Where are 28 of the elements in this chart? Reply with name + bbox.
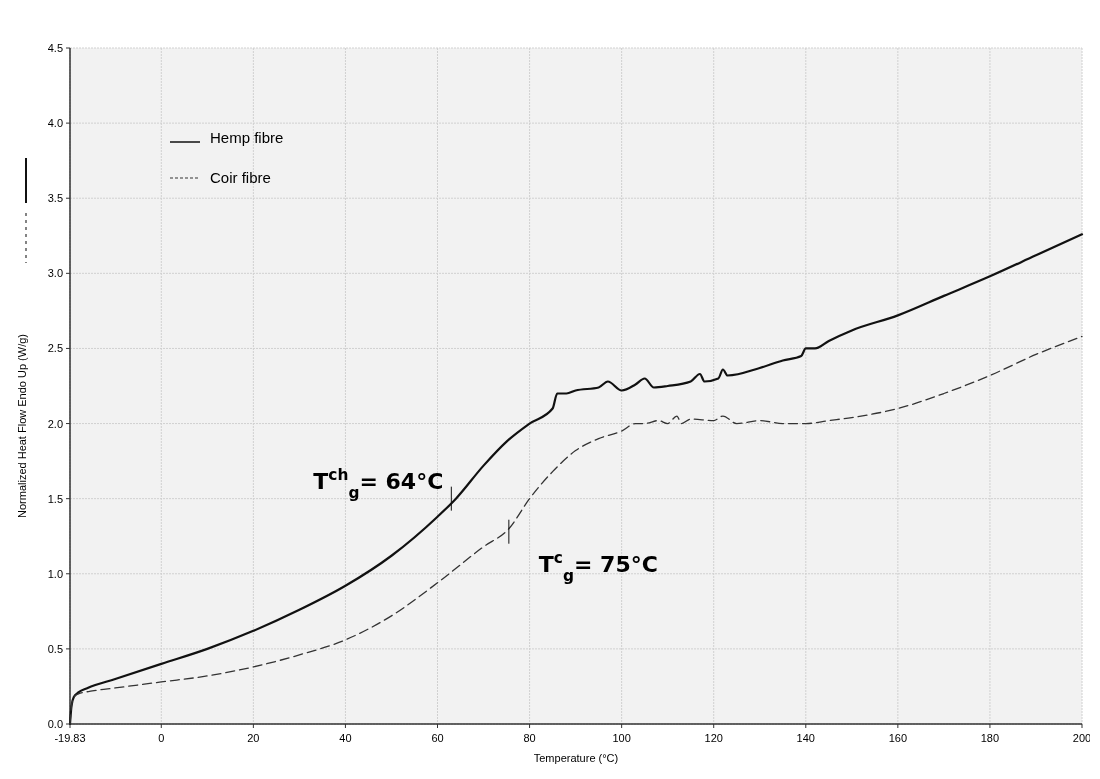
x-tick-label: 100 <box>612 732 631 744</box>
y-tick-label: 4.5 <box>47 42 63 54</box>
annotation: T$^{ch}$$_{g}$= 64°C <box>313 465 444 502</box>
x-tick-label: 0 <box>158 732 165 744</box>
y-tick-label: 1.0 <box>47 567 63 580</box>
x-tick-label: 140 <box>796 732 815 744</box>
y-tick-label: 3.5 <box>47 192 63 205</box>
x-tick-label: 20 <box>247 732 260 744</box>
x-tick-label: 200 <box>1072 732 1092 744</box>
x-tick-label: 40 <box>339 732 352 744</box>
y-tick-label: 0.0 <box>47 718 63 730</box>
annotation: T$^{c}$$_{g}$= 75°C <box>538 548 658 585</box>
y-tick-label: 4.0 <box>47 117 63 130</box>
x-tick-label: 120 <box>704 732 723 744</box>
x-tick-label: 80 <box>523 732 536 744</box>
legend-label: Coir fibre <box>210 169 271 186</box>
x-tick-label: -19.83 <box>54 732 86 744</box>
y-tick-label: 2.5 <box>47 342 63 355</box>
legend-label: Hemp fibre <box>210 129 284 146</box>
y-axis-title: Normalized Heat Flow Endo Up (W/g) <box>16 333 28 519</box>
y-tick-label: 3.0 <box>47 267 63 280</box>
y-tick-label: 2.0 <box>47 417 63 430</box>
y-tick-label: 1.5 <box>47 492 63 505</box>
x-tick-label: 60 <box>431 732 444 744</box>
x-axis-title: Temperature (°C) <box>533 752 619 764</box>
x-tick-label: 180 <box>980 732 1000 744</box>
y-tick-label: 0.5 <box>47 642 63 655</box>
x-tick-label: 160 <box>888 732 908 744</box>
